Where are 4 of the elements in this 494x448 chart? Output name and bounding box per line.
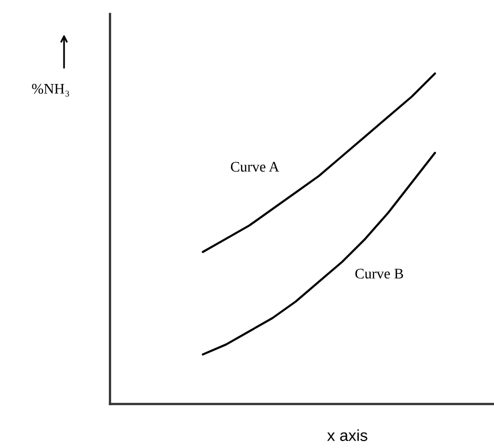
series-label: Curve B <box>355 268 404 279</box>
y-axis-title: %NH₃ <box>32 84 70 97</box>
series-label: Curve A <box>230 162 280 172</box>
x-axis-title: x axis <box>327 429 368 442</box>
